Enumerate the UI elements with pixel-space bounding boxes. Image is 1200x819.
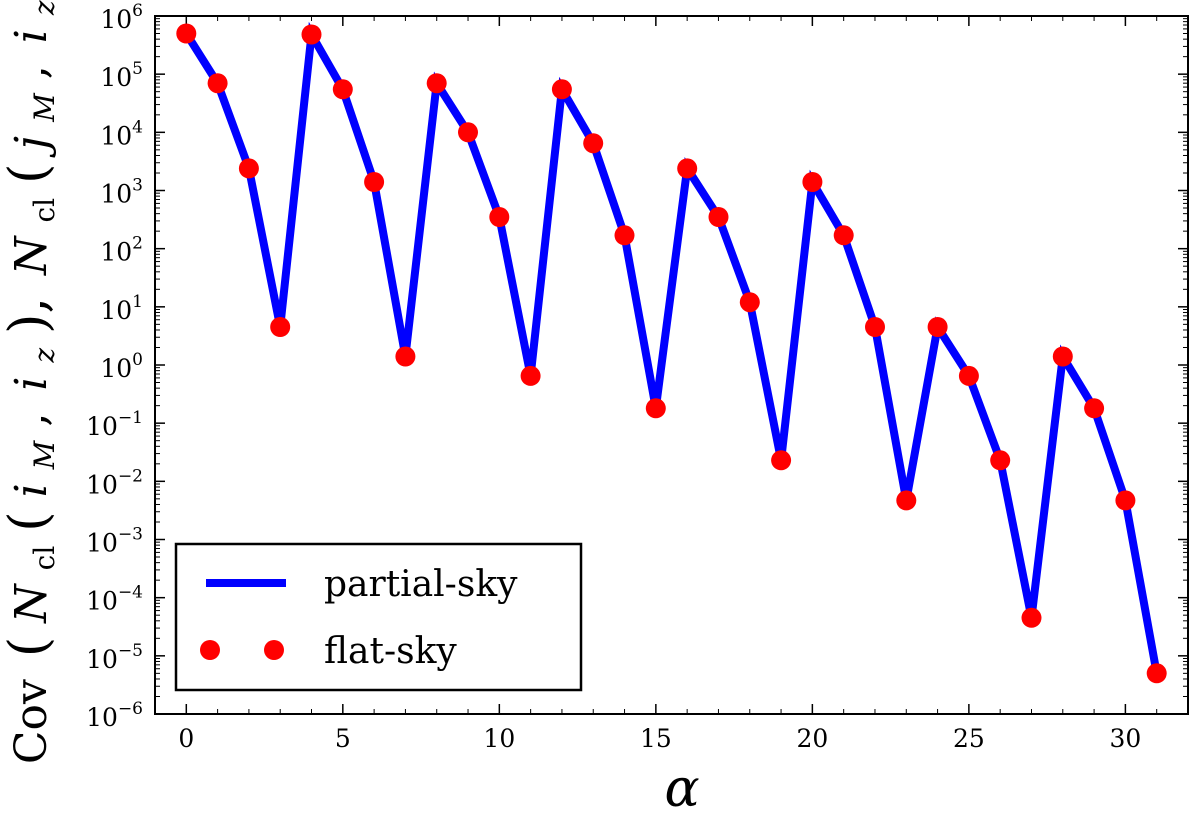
series-partial-sky-line: [182, 21, 1161, 675]
y-tick-label: 103: [100, 176, 143, 209]
y-tick-label: 106: [100, 1, 143, 34]
y-tick-label: 10−2: [86, 466, 143, 499]
flat-sky-point: [645, 398, 666, 419]
ylabel-i1: i: [6, 483, 57, 497]
flat-sky-point: [1021, 607, 1042, 628]
flat-sky-point: [332, 79, 353, 100]
ylabel-i2: i: [6, 377, 57, 391]
y-tick-label: 10−5: [86, 641, 143, 674]
legend-flat-sky-marker-1: [200, 640, 220, 660]
y-tick-label: 10−4: [86, 583, 143, 616]
ylabel-cl1: cl: [28, 546, 61, 571]
y-tick-label: 104: [100, 117, 143, 150]
x-tick-label: 30: [1109, 724, 1141, 753]
x-tick-label: 5: [335, 724, 351, 753]
legend-flat-sky-marker-2: [264, 640, 284, 660]
ylabel-cl2: cl: [28, 198, 61, 223]
flat-sky-point: [1052, 346, 1073, 367]
flat-sky-point: [958, 365, 979, 386]
legend: partial-sky flat-sky: [174, 542, 583, 692]
flat-sky-point: [990, 450, 1011, 471]
x-tick-label: 10: [483, 724, 515, 753]
ylabel-M1: M: [28, 439, 61, 470]
flat-sky-point: [489, 207, 510, 227]
flat-sky-point: [1115, 490, 1136, 511]
flat-sky-point: [1146, 663, 1167, 684]
ylabel-z1: z: [28, 348, 61, 364]
flat-sky-point: [364, 172, 385, 192]
legend-partial-sky-label: partial-sky: [324, 564, 518, 605]
plot-frame: [154, 15, 1189, 715]
axis-ticks: 0 5 10 15 20 25 30 10−6 10−5 10−4 10−3 10−2 10−1 100 1…: [86, 1, 1189, 753]
legend-flat-sky-label: flat-sky: [324, 631, 457, 672]
flat-sky-point: [207, 73, 228, 94]
flat-sky-point: [520, 365, 541, 386]
flat-sky-point: [1084, 398, 1105, 419]
flat-sky-point: [270, 317, 291, 337]
ylabel-comma2: ,: [6, 65, 57, 79]
ylabel-paren2: (: [0, 164, 59, 184]
flat-sky-point: [677, 158, 698, 179]
flat-sky-point: [238, 158, 259, 179]
flat-sky-point: [458, 122, 478, 143]
flat-sky-point: [771, 450, 792, 471]
flat-sky-point: [583, 133, 604, 154]
x-tick-label: 0: [178, 724, 194, 753]
flat-sky-point: [301, 24, 322, 45]
flat-sky-point: [927, 317, 948, 337]
flat-sky-point: [708, 207, 729, 227]
y-tick-label: 100: [100, 350, 143, 383]
flat-sky-point: [739, 292, 760, 313]
flat-sky-point: [614, 225, 635, 246]
flat-sky-point: [802, 172, 823, 192]
y-tick-label: 10−6: [86, 699, 143, 732]
y-tick-label: 101: [100, 292, 143, 325]
ylabel-i3: i: [6, 29, 57, 43]
x-tick-label: 15: [640, 724, 672, 753]
ylabel-z2: z: [28, 0, 61, 16]
ylabel-n2: N: [6, 235, 57, 276]
flat-sky-point: [865, 317, 885, 337]
ylabel-paren1: (: [0, 511, 59, 531]
flat-sky-point: [426, 73, 447, 94]
ylabel-n1: N: [6, 583, 57, 624]
y-tick-label: 105: [100, 59, 143, 92]
flat-sky-point: [551, 79, 572, 100]
y-tick-label: 10−1: [86, 408, 143, 441]
x-axis-label: α: [664, 759, 699, 819]
y-tick-label: 102: [100, 234, 143, 267]
y-axis-label: Cov ( N cl ( i M , i z ), N cl ( j M , i…: [0, 0, 65, 764]
flat-sky-point: [833, 225, 854, 246]
ylabel-cov: Cov: [6, 679, 57, 764]
x-tick-label: 25: [953, 724, 985, 753]
flat-sky-point: [896, 490, 917, 511]
ylabel-M2: M: [28, 92, 61, 123]
flat-sky-point: [395, 346, 416, 367]
ylabel-j: j: [6, 136, 57, 159]
y-tick-label: 10−3: [86, 525, 143, 558]
ylabel-close1: ),: [0, 297, 59, 334]
legend-box: [174, 542, 583, 692]
ylabel-open: (: [0, 637, 59, 657]
ylabel-comma1: ,: [6, 413, 57, 427]
x-tick-label: 20: [796, 724, 828, 753]
series-layer: [176, 21, 1167, 684]
flat-sky-point: [176, 23, 197, 44]
